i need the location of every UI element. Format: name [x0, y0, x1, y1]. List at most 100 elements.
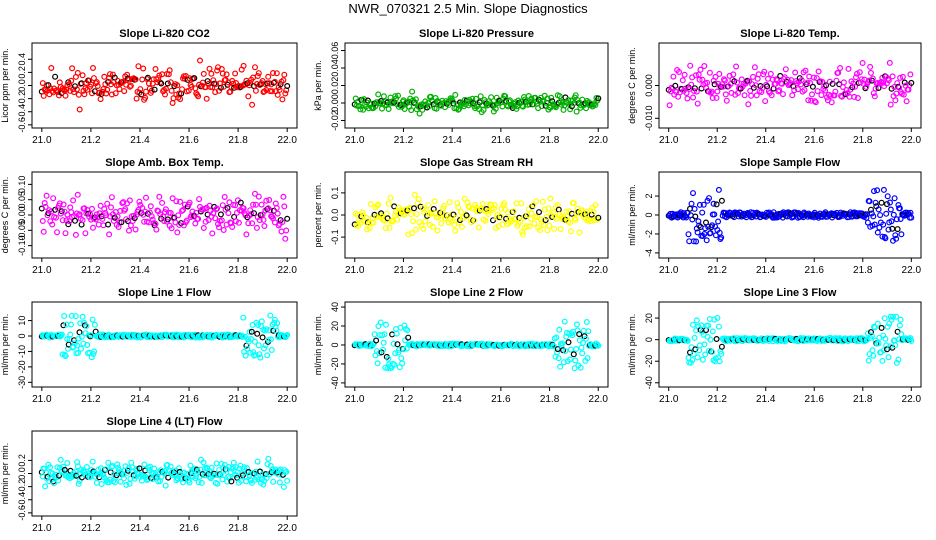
data-point	[864, 336, 871, 343]
data-point	[401, 105, 408, 112]
data-point	[582, 335, 589, 342]
data-point	[679, 77, 686, 84]
data-point	[714, 315, 721, 322]
data-point	[82, 230, 89, 237]
data-point	[143, 194, 150, 201]
data-point	[503, 215, 510, 222]
data-point	[713, 201, 720, 208]
data-point	[413, 211, 420, 218]
y-tick-label: -30	[17, 376, 27, 389]
data-point	[715, 186, 722, 193]
data-point	[867, 63, 874, 70]
data-point	[259, 334, 266, 341]
data-point	[283, 468, 290, 475]
data-point	[896, 205, 903, 212]
data-point	[175, 212, 182, 219]
data-point	[458, 209, 465, 216]
data-point	[409, 230, 416, 237]
data-point	[899, 73, 906, 80]
x-tick-label: 21.8	[540, 394, 560, 405]
y-axis-label: kPa per min.	[313, 60, 323, 111]
data-point	[896, 322, 903, 329]
data-point	[493, 214, 500, 221]
data-point	[810, 74, 817, 81]
data-point	[225, 210, 232, 217]
data-point	[869, 75, 876, 82]
data-point	[375, 201, 382, 208]
x-tick-label: 21.4	[756, 135, 776, 146]
x-tick-label: 22.0	[589, 394, 609, 405]
x-tick-label: 21.4	[130, 135, 150, 146]
data-point	[547, 195, 554, 202]
data-point	[74, 463, 81, 470]
data-point	[893, 235, 900, 242]
data-points	[351, 88, 602, 117]
data-point	[890, 211, 897, 218]
x-tick-label: 21.0	[659, 135, 679, 146]
data-point	[690, 87, 697, 94]
data-point	[467, 216, 474, 223]
data-point	[53, 229, 60, 236]
data-point	[252, 190, 259, 197]
data-point	[472, 201, 479, 208]
y-tick-label: 0	[17, 334, 27, 339]
data-point	[390, 340, 397, 347]
data-point	[570, 351, 577, 358]
data-point	[274, 210, 281, 217]
data-point	[200, 225, 207, 232]
data-point	[106, 476, 113, 483]
y-tick-label: 0.000	[644, 74, 654, 97]
data-points	[665, 186, 915, 245]
data-point	[434, 227, 441, 234]
data-point	[480, 106, 487, 113]
data-point	[879, 357, 886, 364]
panel-title: Slope Li-820 Temp.	[740, 28, 839, 40]
plot-box	[344, 42, 609, 129]
data-point	[280, 483, 287, 490]
data-point	[268, 336, 275, 343]
panel-7: Slope Line 1 Flow ml/min per min. 21.0 21.2…	[0, 287, 298, 405]
data-point	[567, 346, 574, 353]
data-point	[696, 201, 703, 208]
data-point	[908, 338, 915, 345]
data-point	[87, 332, 94, 339]
data-point	[240, 314, 247, 321]
data-point	[883, 342, 890, 349]
x-tick-label: 21.8	[228, 394, 248, 405]
data-point	[116, 86, 123, 93]
data-point	[90, 351, 97, 358]
y-axis-label: percent per min.	[313, 182, 323, 247]
data-point	[54, 464, 61, 471]
data-point	[49, 221, 56, 228]
data-point	[875, 206, 882, 213]
data-point	[687, 62, 694, 69]
x-tick-label: 21.8	[853, 265, 873, 276]
data-point	[39, 218, 46, 225]
data-point	[93, 211, 100, 218]
x-tick-label: 21.6	[805, 135, 825, 146]
data-point	[76, 106, 83, 113]
data-point	[423, 207, 430, 214]
data-point	[78, 333, 85, 340]
data-point	[874, 320, 881, 327]
data-point	[379, 105, 386, 112]
data-point	[68, 77, 75, 84]
data-point	[132, 76, 139, 83]
data-point	[282, 90, 289, 97]
data-point	[284, 82, 291, 89]
data-point	[271, 78, 278, 85]
data-point	[709, 94, 716, 101]
data-point	[124, 71, 131, 78]
data-point	[492, 105, 499, 112]
data-point	[254, 458, 261, 465]
data-point	[880, 186, 887, 193]
data-point	[833, 77, 840, 84]
data-point	[880, 347, 887, 354]
data-point	[491, 202, 498, 209]
data-point	[863, 83, 870, 90]
data-point	[72, 231, 79, 238]
data-point	[684, 95, 691, 102]
data-point	[405, 334, 412, 341]
data-point	[898, 331, 905, 338]
data-point	[284, 477, 291, 484]
